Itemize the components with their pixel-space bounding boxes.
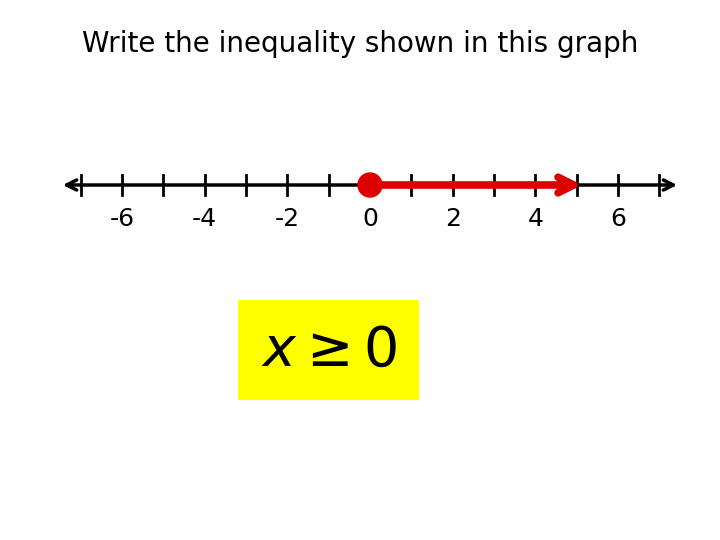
Text: 0: 0: [362, 207, 378, 231]
Text: -6: -6: [109, 207, 135, 231]
Text: $x \geq 0$: $x \geq 0$: [261, 322, 397, 377]
Text: 6: 6: [610, 207, 626, 231]
Text: 2: 2: [445, 207, 461, 231]
Text: Write the inequality shown in this graph: Write the inequality shown in this graph: [82, 30, 638, 58]
Text: -2: -2: [275, 207, 300, 231]
Text: -4: -4: [192, 207, 217, 231]
Text: 4: 4: [527, 207, 544, 231]
Circle shape: [358, 173, 382, 197]
